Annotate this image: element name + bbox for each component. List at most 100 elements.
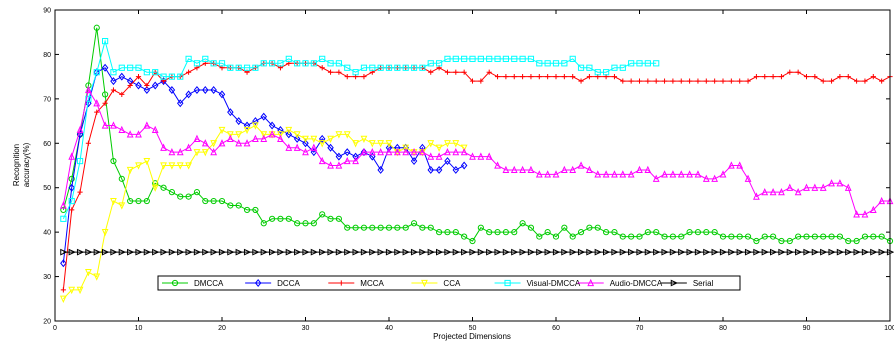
data-point-mcca bbox=[144, 82, 150, 89]
data-point-cca bbox=[226, 131, 234, 139]
data-point-audio-dmcca bbox=[110, 121, 117, 129]
data-point-audio-dmcca bbox=[560, 165, 568, 174]
data-point-dcca bbox=[268, 121, 276, 130]
data-point-audio-dmcca bbox=[419, 147, 426, 156]
data-point-audio-dmcca bbox=[68, 152, 76, 160]
data-point-serial bbox=[853, 248, 861, 256]
data-point-serial bbox=[168, 248, 177, 256]
data-point-audio-dmcca bbox=[535, 170, 543, 178]
data-point-serial bbox=[461, 248, 469, 256]
y-tick-label: 60 bbox=[43, 141, 51, 148]
data-point-mcca bbox=[720, 78, 726, 84]
data-point-audio-dmcca bbox=[494, 161, 501, 169]
legend-item-audio-dmcca: Audio-DMCCA bbox=[577, 278, 663, 288]
data-point-mcca bbox=[110, 87, 117, 93]
data-point-audio-dmcca bbox=[803, 183, 810, 191]
data-point-dcca bbox=[227, 108, 234, 117]
data-point-visual-dmcca bbox=[352, 69, 359, 76]
data-point-dmcca bbox=[352, 224, 359, 231]
data-point-dmcca bbox=[502, 229, 509, 236]
data-point-mcca bbox=[511, 74, 517, 80]
data-point-visual-dmcca bbox=[469, 55, 476, 62]
x-tick-label: 20 bbox=[218, 325, 226, 332]
data-point-serial bbox=[127, 248, 135, 256]
data-point-mcca bbox=[60, 287, 66, 293]
data-point-visual-dmcca bbox=[319, 55, 326, 62]
data-point-dcca bbox=[85, 99, 92, 108]
legend-marker-audio-dmcca bbox=[587, 278, 595, 287]
data-point-mcca bbox=[578, 78, 584, 84]
x-tick-label: 30 bbox=[302, 325, 310, 332]
data-point-visual-dmcca bbox=[385, 64, 393, 71]
data-point-serial bbox=[110, 248, 118, 256]
data-point-serial bbox=[394, 248, 402, 256]
data-point-visual-dmcca bbox=[294, 60, 301, 67]
data-point-mcca bbox=[678, 78, 684, 84]
data-point-mcca bbox=[636, 78, 643, 84]
data-point-mcca bbox=[186, 69, 192, 75]
data-point-audio-dmcca bbox=[527, 165, 535, 174]
data-point-visual-dmcca bbox=[452, 55, 459, 62]
data-point-dcca bbox=[235, 117, 242, 126]
data-point-visual-dmcca bbox=[619, 64, 626, 71]
data-point-audio-dmcca bbox=[694, 170, 702, 178]
data-point-audio-dmcca bbox=[744, 174, 752, 182]
data-point-audio-dmcca bbox=[711, 174, 719, 182]
data-point-audio-dmcca bbox=[811, 183, 819, 191]
data-point-serial bbox=[152, 248, 160, 256]
data-point-serial bbox=[185, 248, 193, 256]
data-point-audio-dmcca bbox=[168, 147, 176, 156]
data-point-serial bbox=[569, 248, 577, 256]
data-point-audio-dmcca bbox=[769, 187, 777, 196]
data-point-dmcca bbox=[653, 229, 660, 236]
data-point-audio-dmcca bbox=[444, 147, 451, 156]
data-point-audio-dmcca bbox=[636, 165, 643, 174]
data-point-dmcca bbox=[636, 233, 643, 240]
data-point-mcca bbox=[586, 74, 592, 80]
data-point-serial bbox=[85, 248, 93, 256]
data-point-audio-dmcca bbox=[193, 134, 201, 142]
data-point-cca bbox=[277, 131, 284, 139]
data-point-dmcca bbox=[469, 237, 476, 245]
data-point-dmcca bbox=[811, 233, 818, 240]
data-point-visual-dmcca bbox=[410, 64, 418, 71]
data-point-dcca bbox=[101, 63, 109, 72]
data-point-serial bbox=[653, 248, 661, 256]
data-point-mcca bbox=[653, 78, 659, 84]
data-point-visual-dmcca bbox=[594, 69, 601, 76]
data-point-dmcca bbox=[694, 229, 702, 236]
legend-marker-cca bbox=[421, 279, 428, 288]
data-point-audio-dmcca bbox=[335, 161, 343, 169]
data-point-visual-dmcca bbox=[577, 64, 585, 71]
data-point-serial bbox=[369, 248, 377, 256]
data-point-audio-dmcca bbox=[393, 147, 401, 156]
data-point-dcca bbox=[110, 77, 117, 86]
data-point-dmcca bbox=[110, 157, 117, 165]
data-point-dmcca bbox=[369, 224, 376, 231]
data-point-mcca bbox=[854, 78, 860, 84]
data-point-serial bbox=[502, 248, 511, 256]
data-point-serial bbox=[335, 248, 344, 256]
data-point-dcca bbox=[435, 165, 443, 174]
data-point-audio-dmcca bbox=[460, 147, 468, 156]
data-point-mcca bbox=[69, 207, 75, 213]
data-point-dcca bbox=[369, 152, 376, 161]
data-point-visual-dmcca bbox=[502, 55, 509, 62]
data-point-mcca bbox=[803, 74, 810, 80]
data-point-audio-dmcca bbox=[343, 156, 351, 165]
data-point-audio-dmcca bbox=[736, 161, 744, 169]
data-point-visual-dmcca bbox=[419, 64, 426, 71]
data-point-serial bbox=[252, 248, 260, 256]
data-point-dmcca bbox=[619, 233, 626, 240]
data-point-dmcca bbox=[260, 220, 267, 227]
data-point-audio-dmcca bbox=[201, 139, 209, 147]
data-point-mcca bbox=[661, 78, 668, 84]
data-point-dmcca bbox=[836, 233, 844, 240]
data-point-visual-dmcca bbox=[135, 64, 142, 71]
data-point-visual-dmcca bbox=[544, 60, 551, 67]
data-point-dmcca bbox=[820, 233, 827, 240]
data-point-serial bbox=[218, 248, 227, 256]
data-point-serial bbox=[603, 248, 611, 256]
data-point-visual-dmcca bbox=[511, 55, 518, 62]
legend-label-audio-dmcca: Audio-DMCCA bbox=[610, 279, 663, 288]
